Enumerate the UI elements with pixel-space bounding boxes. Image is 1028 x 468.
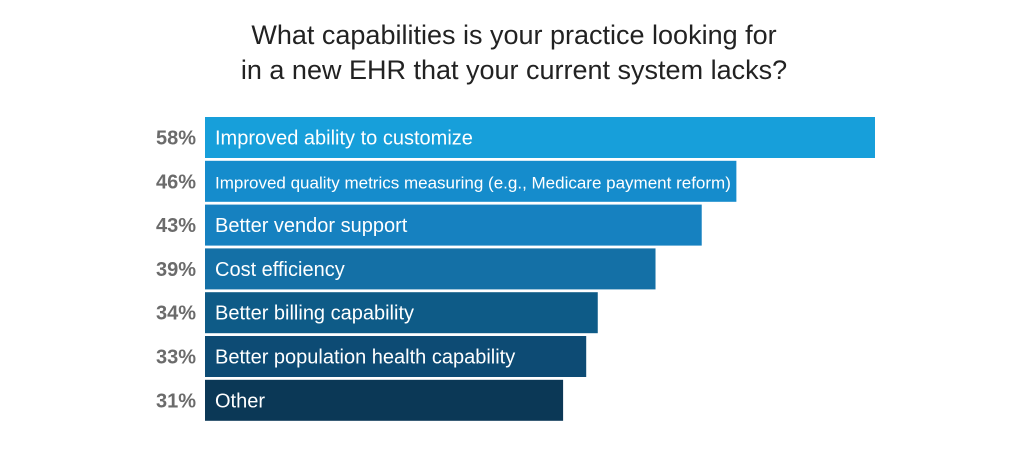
value-label: 33%: [156, 347, 196, 369]
bar: [205, 160, 737, 202]
chart-title-line-2: in a new EHR that your current system la…: [240, 55, 788, 85]
category-label: Improved ability to customize: [215, 128, 473, 150]
category-label: Better population health capability: [215, 347, 515, 369]
value-label: 43%: [156, 215, 196, 237]
bar: [205, 379, 564, 421]
bar: [205, 204, 702, 246]
category-label: Better billing capability: [215, 303, 414, 325]
chart-title-line-1: What capabilities is your practice looki…: [251, 20, 777, 50]
bar-group: 34% Better billing capability: [156, 292, 598, 334]
value-label: 31%: [156, 390, 196, 412]
bar: [205, 117, 875, 158]
bar-group: 43% Better vendor support: [156, 204, 702, 246]
bar: [205, 248, 656, 290]
category-label: Improved quality metrics measuring (e.g.…: [215, 173, 731, 192]
bar-group: 58% Improved ability to customize: [156, 117, 875, 158]
category-label: Other: [215, 390, 265, 412]
bar-group: 33% Better population health capability: [156, 336, 587, 377]
chart-title: What capabilities is your practice looki…: [0, 18, 1028, 88]
bar: [205, 292, 598, 334]
value-label: 34%: [156, 303, 196, 325]
bar-group: 46% Improved quality metrics measuring (e…: [156, 160, 737, 202]
category-label: Cost efficiency: [215, 259, 345, 281]
value-label: 46%: [156, 171, 196, 193]
bar: [205, 336, 587, 377]
value-label: 58%: [156, 128, 196, 150]
value-label: 39%: [156, 259, 196, 281]
category-label: Better vendor support: [215, 215, 408, 237]
bar-group: 39% Cost efficiency: [156, 248, 656, 290]
bar-group: 31% Other: [156, 379, 564, 421]
